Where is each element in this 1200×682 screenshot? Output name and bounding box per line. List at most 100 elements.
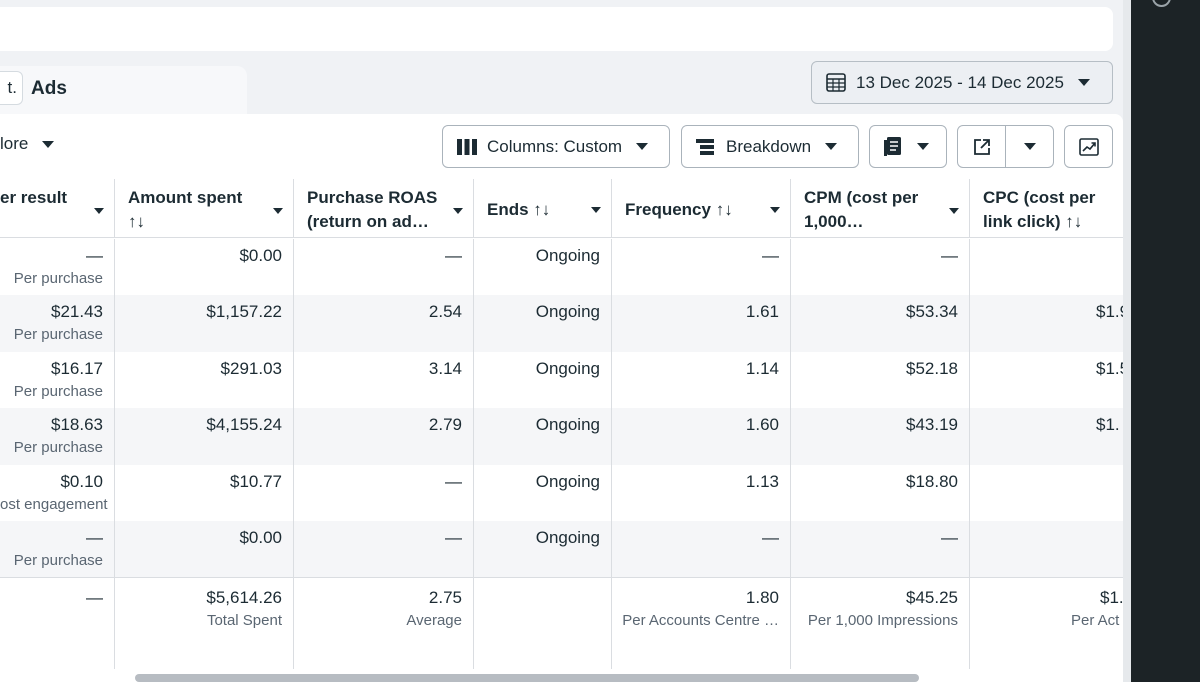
chevron-down-icon[interactable] [949, 208, 959, 214]
previous-tab-chip[interactable]: t. [0, 71, 23, 105]
cell-ends: Ongoing [474, 408, 612, 466]
cell-amount-spent: $0.00 [115, 239, 294, 296]
export-icon [973, 138, 990, 155]
cell-amount-spent: $1,157.22 [115, 295, 294, 353]
total-frequency: 1.80 Per Accounts Centre … [612, 578, 791, 669]
total-cpc: $1. Per Act [1071, 588, 1123, 629]
cell-ends: Ongoing [474, 351, 612, 409]
cell-cost-per-result: $16.17 Per purchase [0, 351, 115, 409]
reports-button[interactable] [869, 125, 947, 168]
columns-label: Columns: Custom [487, 136, 623, 156]
sort-icon[interactable]: ↑↓ [715, 200, 733, 219]
vertical-scroll-gutter[interactable] [1123, 0, 1131, 682]
cell-cpm: $43.19 [791, 408, 970, 466]
export-button-group[interactable] [957, 125, 1054, 168]
chevron-down-icon [1023, 143, 1036, 150]
previous-tab-label: t. [7, 78, 17, 97]
table-row[interactable]: — Per purchase $0.00— Ongoing — — [0, 239, 1123, 296]
cell-cost-per-result: — Per purchase [0, 239, 115, 296]
sort-icon[interactable]: ↑↓ [533, 200, 551, 219]
total-ends [474, 578, 612, 669]
view-charts-button[interactable] [1064, 125, 1113, 168]
columns-button[interactable]: Columns: Custom [442, 125, 670, 168]
sort-icon[interactable]: ↑↓ [128, 212, 145, 231]
cell-cpc [970, 465, 1123, 522]
chevron-down-icon [1077, 79, 1090, 86]
chevron-down-icon [42, 140, 55, 148]
search-bar[interactable] [0, 7, 1113, 51]
cell-ends: Ongoing [474, 521, 612, 578]
trend-chart-icon [1078, 137, 1099, 156]
help-icon[interactable] [1152, 0, 1171, 7]
cell-cpm: $53.34 [791, 295, 970, 353]
cell-cpc: $1.9 [1096, 302, 1123, 322]
cell-amount-spent: $4,155.24 [115, 408, 294, 466]
cell-amount-spent: $10.77 [115, 464, 294, 522]
cell-cpc: $1. [1096, 415, 1120, 435]
export-button[interactable] [958, 126, 1006, 167]
cell-frequency: — [612, 521, 791, 578]
cell-purchase-roas: — [294, 239, 474, 296]
cell-cost-per-result: $0.10 ost engagement [0, 464, 115, 522]
cell-cpc [970, 521, 1123, 578]
chevron-down-icon[interactable] [94, 208, 104, 214]
sort-icon[interactable]: ↑↓ [1065, 212, 1083, 231]
header-amount-spent[interactable]: Amount spent ↑↓ [115, 179, 294, 238]
header-cpc[interactable]: CPC (cost per link click) ↑↓ [970, 179, 1123, 238]
columns-icon [457, 138, 477, 155]
chevron-down-icon[interactable] [591, 207, 601, 213]
cell-ends: Ongoing [474, 239, 612, 296]
total-cpm: $45.25 Per 1,000 Impressions [791, 578, 970, 669]
cell-cpm: — [791, 521, 970, 578]
chevron-down-icon[interactable] [273, 208, 283, 214]
horizontal-scrollbar[interactable] [135, 674, 919, 682]
ads-table: er result Amount spent ↑↓ Purchase ROAS (r… [0, 179, 1123, 670]
reports-icon [884, 136, 901, 156]
table-row[interactable]: $21.43 Per purchase $1,157.22 2.54 Ongoing 1.… [0, 295, 1123, 353]
header-label: er result [0, 188, 68, 207]
cell-purchase-roas: 3.14 [294, 351, 474, 409]
cell-purchase-roas: 2.79 [294, 408, 474, 466]
header-purchase-roas[interactable]: Purchase ROAS (return on ad… [294, 179, 474, 238]
breakdown-label: Breakdown [726, 136, 812, 156]
header-label: CPC (cost per [983, 188, 1096, 207]
cell-frequency: — [612, 239, 791, 296]
cell-frequency: 1.60 [612, 408, 791, 466]
table-row[interactable]: $16.17 Per purchase $291.03 3.14 Ongoing 1.14… [0, 351, 1123, 409]
header-label-line2: 1,000… [804, 212, 864, 231]
header-cpm[interactable]: CPM (cost per 1,000… [791, 179, 970, 238]
cell-cost-per-result: $21.43 Per purchase [0, 295, 115, 353]
header-cost-per-result[interactable]: er result [0, 179, 115, 238]
export-dropdown[interactable] [1006, 126, 1053, 167]
header-label: Amount spent [128, 188, 243, 207]
chevron-down-icon [825, 143, 838, 150]
cell-purchase-roas: — [294, 521, 474, 578]
total-purchase-roas: 2.75 Average [294, 578, 474, 669]
cell-ends: Ongoing [474, 464, 612, 522]
cell-purchase-roas: 2.54 [294, 295, 474, 353]
chevron-down-icon[interactable] [453, 208, 463, 214]
cell-amount-spent: $0.00 [115, 521, 294, 578]
cell-cpc: $1.5 [1096, 358, 1123, 378]
cell-cpm: $18.80 [791, 464, 970, 522]
cell-amount-spent: $291.03 [115, 351, 294, 409]
cell-frequency: 1.13 [612, 464, 791, 522]
header-label: Purchase ROAS [307, 188, 438, 207]
chevron-down-icon[interactable] [770, 207, 780, 213]
date-range-picker[interactable]: 13 Dec 2025 - 14 Dec 2025 [811, 61, 1113, 104]
table-row[interactable]: $0.10 ost engagement $10.77— Ongoing 1.13 $18… [0, 464, 1123, 522]
more-label: lore [0, 134, 29, 153]
side-panel [1131, 0, 1200, 682]
header-label: Frequency [625, 200, 711, 219]
header-label-line2: (return on ad… [307, 212, 429, 231]
table-row[interactable]: $18.63 Per purchase $4,155.24 2.79 Ongoing 1.… [0, 408, 1123, 466]
more-dropdown[interactable]: lore [0, 134, 55, 154]
breakdown-button[interactable]: Breakdown [681, 125, 859, 168]
header-frequency[interactable]: Frequency ↑↓ [612, 179, 791, 238]
chevron-down-icon [636, 143, 649, 150]
total-amount-spent: $5,614.26 Total Spent [115, 578, 294, 669]
table-row[interactable]: — Per purchase $0.00— Ongoing — — [0, 521, 1123, 578]
header-ends[interactable]: Ends ↑↓ [474, 179, 612, 238]
cell-frequency: 1.14 [612, 351, 791, 409]
breakdown-icon [696, 138, 714, 155]
